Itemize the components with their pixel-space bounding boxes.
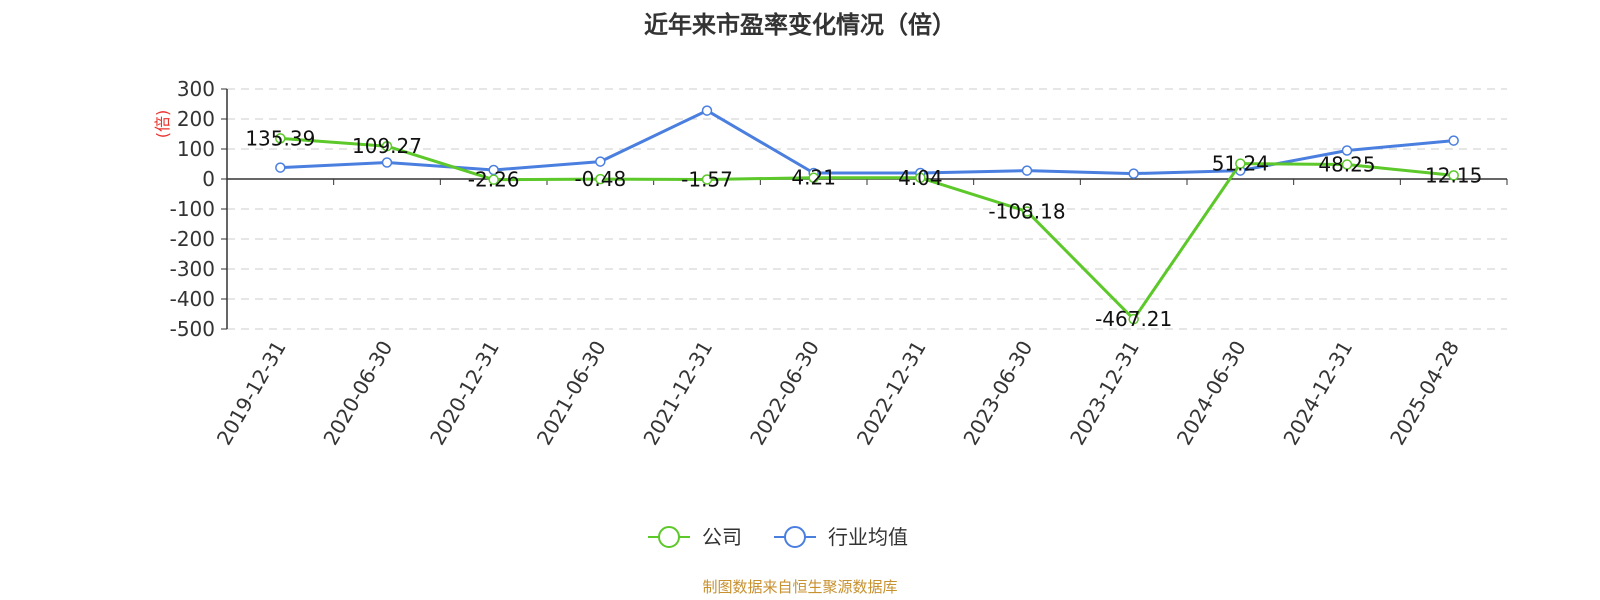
- y-tick-labels: 300 200 100 0 -100 -200 -300 -400 -500: [170, 77, 215, 341]
- data-point-company: [488, 174, 499, 185]
- data-point-industry-average: [1128, 168, 1139, 179]
- data-point-company: [915, 172, 926, 184]
- series-line-company: [280, 136, 1454, 321]
- series-lines: [275, 105, 1459, 325]
- data-label-company: -2.26: [468, 168, 520, 192]
- data-point-industry-average: [1341, 145, 1353, 156]
- y-unit-label: (倍): [153, 110, 172, 139]
- legend: 公司 行业均值: [648, 525, 908, 549]
- x-tick-label: 2022-12-31: [852, 336, 931, 449]
- legend-item-industry-average[interactable]: 行业均值: [774, 525, 908, 549]
- y-tick-label: -400: [170, 287, 215, 311]
- x-tick-label: 2020-06-30: [318, 337, 397, 450]
- legend-label-company: 公司: [702, 525, 742, 549]
- data-label-company: 135.39: [245, 126, 315, 150]
- y-tick-label: -100: [170, 197, 215, 221]
- x-tick-label: 2020-12-31: [425, 336, 504, 449]
- source-note: 制图数据来自恒生聚源数据库: [702, 578, 897, 596]
- data-label-company: 51.24: [1212, 152, 1269, 176]
- grid-lines: [227, 88, 1507, 330]
- data-label-company: 4.21: [791, 166, 836, 190]
- data-point-industry-average: [1021, 165, 1033, 176]
- y-tick-label: -200: [170, 227, 215, 251]
- data-point-company: [1021, 206, 1033, 217]
- y-tick-label: 300: [177, 77, 215, 101]
- x-tick-label: 2021-06-30: [532, 337, 611, 450]
- data-point-company: [595, 173, 606, 185]
- x-tick-labels: 2019-12-31 2020-06-30 2020-12-31 2021-06-30…: [212, 336, 1464, 449]
- x-tick-label: 2021-12-31: [638, 337, 717, 450]
- data-label-company: -108.18: [988, 199, 1065, 223]
- chart-title: 近年来市盈率变化情况（倍）: [644, 11, 956, 39]
- x-tick-label: 2019-12-31: [212, 337, 291, 450]
- data-point-company: [701, 174, 713, 185]
- data-label-company: -0.48: [574, 167, 626, 191]
- data-labels: 135.39 109.27 -2.26 -0.48 -1.57 4.21 4.04 -108.…: [245, 126, 1482, 331]
- y-tick-label: 0: [202, 167, 215, 191]
- data-point-industry-average: [701, 105, 713, 116]
- x-tick-label: 2025-04-28: [1385, 337, 1464, 450]
- legend-label-industry-average: 行业均值: [828, 525, 908, 549]
- x-tick-label: 2024-12-31: [1278, 337, 1357, 450]
- data-point-company: [1128, 313, 1139, 325]
- data-label-company: -1.57: [681, 167, 733, 191]
- data-point-company: [1235, 158, 1246, 169]
- data-point-company: [808, 172, 819, 183]
- x-tick-label: 2024-06-30: [1172, 337, 1251, 450]
- data-point-industry-average: [595, 156, 606, 167]
- data-point-company: [1448, 170, 1459, 181]
- data-point-industry-average: [1448, 135, 1459, 146]
- x-tick-label: 2022-06-30: [745, 337, 824, 450]
- data-point-company: [381, 140, 393, 152]
- y-tick-label: -300: [170, 257, 215, 281]
- data-point-company: [1341, 159, 1353, 170]
- x-tick-label: 2023-12-31: [1065, 337, 1144, 450]
- data-point-industry-average: [381, 157, 393, 168]
- data-label-company: 48.25: [1318, 153, 1375, 177]
- data-point-company: [275, 133, 286, 144]
- data-label-company: 4.04: [898, 166, 943, 190]
- legend-item-company[interactable]: 公司: [648, 525, 742, 549]
- y-tick-label: 200: [177, 107, 215, 131]
- series-line-industry-average: [280, 109, 1454, 176]
- data-label-company: -467.21: [1095, 307, 1172, 331]
- data-label-company: 109.27: [352, 134, 422, 158]
- legend-marker-company: [658, 526, 680, 548]
- legend-marker-industry-average: [784, 526, 806, 548]
- data-point-industry-average: [275, 162, 286, 173]
- x-tick-label: 2023-06-30: [958, 337, 1037, 450]
- y-tick-label: -500: [170, 317, 215, 341]
- data-label-company: 12.15: [1425, 163, 1482, 187]
- y-tick-label: 100: [177, 137, 215, 161]
